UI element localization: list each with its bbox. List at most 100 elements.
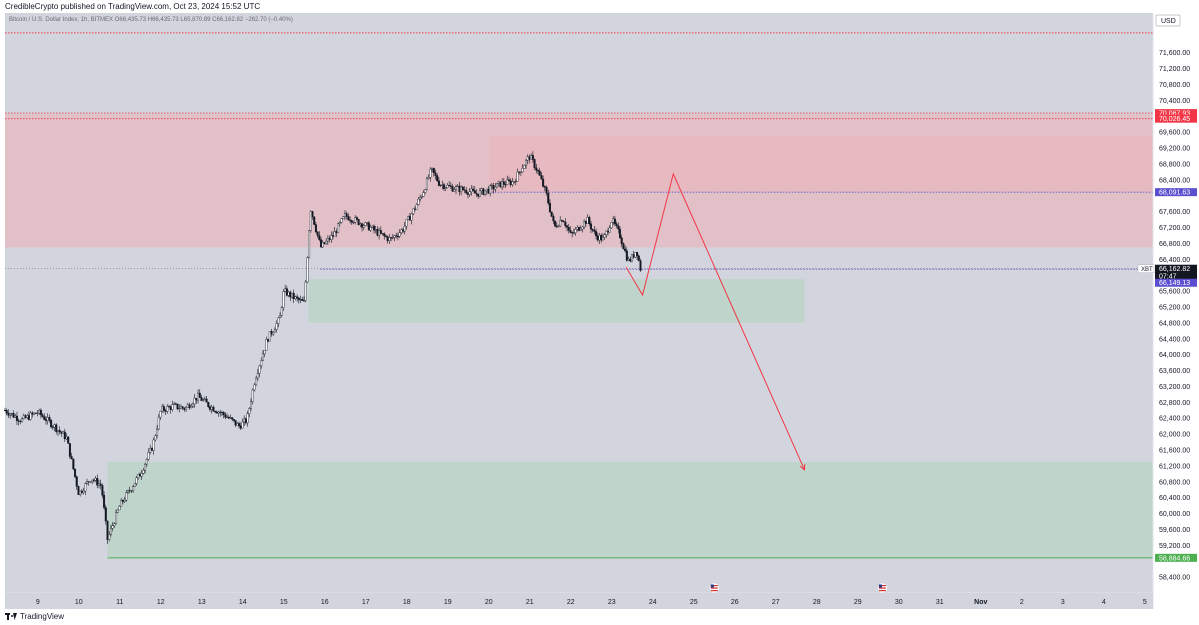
candle-body xyxy=(268,331,271,342)
candle-body xyxy=(210,406,213,410)
candle-body xyxy=(144,463,147,471)
chart[interactable]: Bitcoin / U.S. Dollar Index, 1h, BITMEX … xyxy=(0,13,1199,609)
candle-body xyxy=(91,479,94,482)
candle-body xyxy=(265,339,268,351)
time-axis[interactable] xyxy=(5,593,1153,609)
candle-body xyxy=(68,443,71,457)
candle-body xyxy=(566,225,569,228)
candle-body xyxy=(294,296,297,300)
projection-arrowhead xyxy=(799,463,806,471)
candle-body xyxy=(514,181,517,183)
candle-body xyxy=(361,223,364,228)
candle-body xyxy=(272,331,275,335)
tradingview-logo[interactable]: TradingView xyxy=(5,612,64,621)
candle-body xyxy=(275,323,278,330)
candle-body xyxy=(468,191,471,195)
candle-body xyxy=(249,401,252,409)
candle-body xyxy=(126,490,129,493)
candle-body xyxy=(444,187,447,189)
candle-body xyxy=(63,431,66,440)
event-flag-canton xyxy=(710,584,714,588)
candle-body xyxy=(103,495,106,508)
candle-body xyxy=(424,189,427,193)
candle-body xyxy=(596,235,599,241)
candle-body xyxy=(311,211,314,217)
candle-body xyxy=(607,230,610,233)
candle-body xyxy=(239,425,242,429)
candle-body xyxy=(526,156,529,161)
candle-body xyxy=(104,507,107,522)
price-tag-label: 66,149.13 xyxy=(1159,280,1190,287)
candle-body xyxy=(227,416,230,419)
candle-body xyxy=(494,186,497,190)
price-tick-label: 69,200.00 xyxy=(1159,146,1190,153)
candle-body xyxy=(499,181,502,188)
time-tick-label: 9 xyxy=(36,599,40,606)
candle-body xyxy=(92,479,95,481)
candle-body xyxy=(17,420,20,422)
candle-body xyxy=(207,402,210,407)
currency-badge[interactable] xyxy=(1155,14,1181,27)
candle-body xyxy=(617,225,620,230)
price-tick-label: 68,400.00 xyxy=(1159,177,1190,184)
candle-body xyxy=(238,423,241,427)
candle-body xyxy=(263,350,266,355)
candle-body xyxy=(279,315,282,319)
candle-body xyxy=(51,426,54,428)
candle-body xyxy=(506,179,509,186)
candle-body xyxy=(333,231,336,237)
candle-body xyxy=(120,499,123,507)
candle-body xyxy=(554,220,557,227)
candle-body xyxy=(528,156,531,160)
candle-body xyxy=(123,499,126,502)
price-tag-bg xyxy=(1155,109,1197,118)
time-tick-label: Nov xyxy=(974,599,987,606)
candle-body xyxy=(174,403,177,405)
candle-body xyxy=(518,171,521,173)
candle-body xyxy=(636,251,639,257)
candle-body xyxy=(181,406,184,409)
candle-body xyxy=(381,233,384,235)
currency-label[interactable]: USD xyxy=(1161,18,1176,25)
projection-layer xyxy=(625,172,806,471)
price-tag-label: 68,091.63 xyxy=(1159,190,1190,197)
time-tick-label: 18 xyxy=(403,599,411,606)
candle-body xyxy=(547,193,550,204)
candle-body xyxy=(289,291,292,298)
candle-body xyxy=(205,398,208,403)
price-tick-label: 64,000.00 xyxy=(1159,352,1190,359)
candle-body xyxy=(432,167,435,173)
candle-body xyxy=(458,185,461,193)
time-tick-label: 15 xyxy=(280,599,288,606)
candle-body xyxy=(593,230,596,232)
candle-body xyxy=(478,190,481,197)
candle-body xyxy=(222,412,225,416)
candle-body xyxy=(60,431,63,434)
candle-body xyxy=(308,230,311,259)
candle-body xyxy=(463,189,466,191)
candle-body xyxy=(89,481,92,483)
candle-body xyxy=(337,223,340,234)
candle-body xyxy=(115,512,118,525)
candle-body xyxy=(347,216,350,221)
candle-body xyxy=(627,258,630,261)
time-tick-label: 28 xyxy=(813,599,821,606)
candle-body xyxy=(456,185,459,187)
candle-body xyxy=(384,235,387,237)
candle-body xyxy=(220,412,223,414)
candle-body xyxy=(154,435,157,441)
candle-body xyxy=(135,477,138,484)
candle-body xyxy=(390,237,393,239)
candle-body xyxy=(345,213,348,217)
candle-body xyxy=(391,237,394,239)
candle-body xyxy=(531,155,534,160)
candle-body xyxy=(429,168,432,178)
candle-body xyxy=(562,221,565,223)
candle-body xyxy=(234,420,237,426)
candle-body xyxy=(436,175,439,182)
candle-body xyxy=(149,448,152,453)
candle-body xyxy=(97,483,100,486)
price-tick-label: 64,800.00 xyxy=(1159,320,1190,327)
candle-body xyxy=(559,220,562,227)
time-tick-label: 31 xyxy=(936,599,944,606)
